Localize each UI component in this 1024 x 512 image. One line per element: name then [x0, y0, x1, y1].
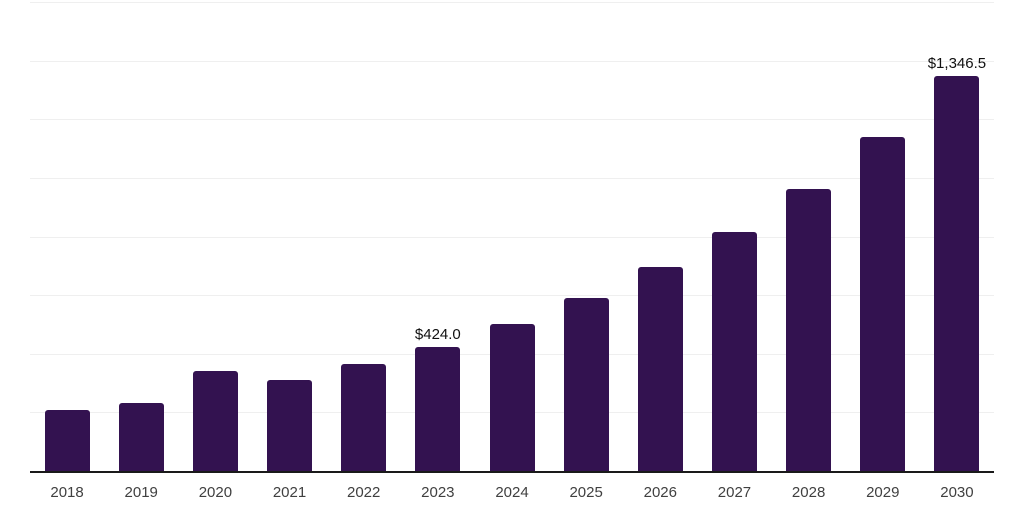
bar-2023	[415, 346, 461, 471]
bar-2022	[341, 364, 387, 471]
x-tick-label-2020: 2020	[198, 484, 233, 501]
x-tick-label-2029: 2029	[866, 484, 900, 501]
x-tick-label-2018: 2018	[50, 484, 84, 501]
gridline-1400	[30, 60, 994, 62]
gridline-1000	[30, 177, 994, 179]
bar-2018	[44, 410, 90, 471]
gridline-1600	[30, 1, 994, 3]
plot-area: $424.0 $1,346.5	[30, 0, 994, 473]
bar-2024	[489, 324, 535, 471]
bar-2030	[934, 76, 980, 471]
bar-2029	[860, 136, 906, 471]
x-axis-line	[30, 471, 994, 473]
x-tick-label-2026: 2026	[643, 484, 677, 501]
x-tick-label-2024: 2024	[495, 484, 529, 501]
bar-2027	[711, 232, 757, 471]
x-tick-label-2027: 2027	[717, 484, 752, 501]
bar-2028	[786, 188, 832, 471]
x-tick-label-2022: 2022	[347, 484, 381, 501]
gridline-600	[30, 295, 994, 297]
gridline-800	[30, 236, 994, 238]
bar-2025	[563, 298, 609, 471]
x-tick-label-2028: 2028	[791, 484, 826, 501]
x-tick-label-2023: 2023	[421, 484, 455, 501]
x-tick-label-2030: 2030	[940, 484, 974, 501]
x-tick-label-2025: 2025	[569, 484, 603, 501]
bar-2026	[637, 267, 683, 471]
bar-2019	[118, 403, 164, 471]
bar-value-label-2030: $1,346.5	[927, 55, 987, 73]
x-tick-label-2019: 2019	[124, 484, 158, 501]
bar-2020	[192, 371, 238, 471]
gridline-1200	[30, 119, 994, 121]
bar-2021	[267, 379, 313, 471]
x-tick-label-2021: 2021	[272, 484, 307, 501]
bar-value-label-2023: $424.0	[414, 325, 461, 343]
